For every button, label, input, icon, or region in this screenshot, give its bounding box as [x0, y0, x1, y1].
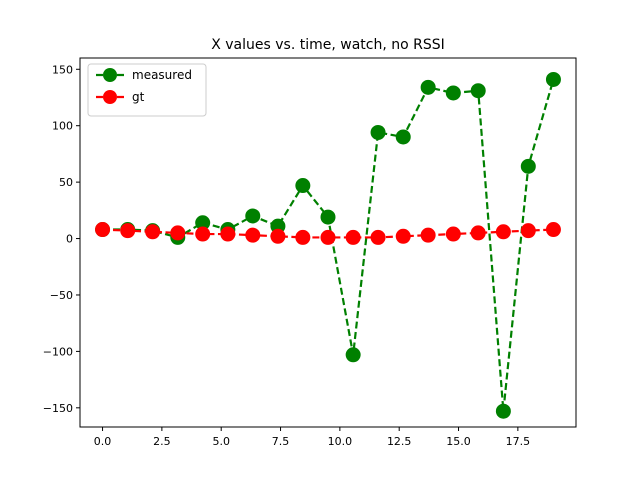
data-point-gt [345, 229, 361, 245]
data-point-gt [420, 227, 436, 243]
data-point-gt [445, 226, 461, 242]
data-point-measured [495, 403, 511, 419]
data-point-measured [545, 71, 561, 87]
axes-layer: 0.0 2.5 5.0 7.5 10.0 12.5 15.0 17.5 −150 −100 −50 0… [43, 57, 577, 448]
x-tick-label: 0.0 [94, 435, 112, 448]
data-point-measured [370, 124, 386, 140]
data-point-gt [320, 229, 336, 245]
x-tick-label: 15.0 [446, 435, 471, 448]
y-tick-label: 150 [52, 63, 73, 76]
legend-item-gt: gt [96, 90, 145, 104]
y-tick-label: 100 [52, 120, 73, 133]
chart-title: X values vs. time, watch, no RSSI [211, 37, 445, 53]
data-point-gt [395, 228, 411, 244]
y-tick-label: −150 [43, 402, 73, 415]
data-point-gt [245, 227, 261, 243]
data-point-gt [145, 224, 161, 240]
data-point-gt [95, 222, 111, 238]
data-point-measured [520, 158, 536, 174]
y-tick-label: −50 [50, 289, 73, 302]
data-point-gt [520, 223, 536, 239]
data-point-gt [120, 223, 136, 239]
data-point-gt [270, 228, 286, 244]
data-point-measured [395, 129, 411, 145]
data-point-gt [170, 225, 186, 241]
data-point-measured [470, 83, 486, 99]
data-point-gt [495, 224, 511, 240]
data-point-measured [245, 208, 261, 224]
series-measured [95, 71, 561, 419]
legend-label: gt [132, 90, 145, 104]
y-tick-label: 0 [66, 233, 73, 246]
legend: measured gt [87, 63, 207, 117]
legend-box [87, 63, 207, 117]
x-tick-label: 12.5 [387, 435, 412, 448]
legend-marker [103, 68, 117, 82]
x-tick-label: 10.0 [328, 435, 353, 448]
x-tick-label: 7.5 [272, 435, 290, 448]
x-tick-label: 5.0 [212, 435, 230, 448]
data-point-gt [545, 222, 561, 238]
x-tick-label: 17.5 [506, 435, 531, 448]
data-point-measured [445, 85, 461, 101]
series-layer [95, 71, 561, 419]
data-point-gt [195, 226, 211, 242]
series-line-measured [102, 79, 555, 412]
data-point-measured [420, 79, 436, 95]
data-point-gt [295, 229, 311, 245]
legend-label: measured [132, 68, 192, 82]
data-point-gt [470, 225, 486, 241]
data-point-gt [370, 229, 386, 245]
y-tick-label: −100 [43, 345, 73, 358]
legend-marker [103, 90, 117, 104]
data-point-gt [220, 226, 236, 242]
x-tick-label: 2.5 [153, 435, 171, 448]
data-point-measured [295, 178, 311, 194]
legend-item-measured: measured [96, 68, 192, 82]
data-point-measured [345, 347, 361, 363]
series-gt [95, 222, 561, 245]
plot-frame [79, 57, 577, 428]
data-point-measured [320, 209, 336, 225]
y-tick-label: 50 [59, 176, 73, 189]
